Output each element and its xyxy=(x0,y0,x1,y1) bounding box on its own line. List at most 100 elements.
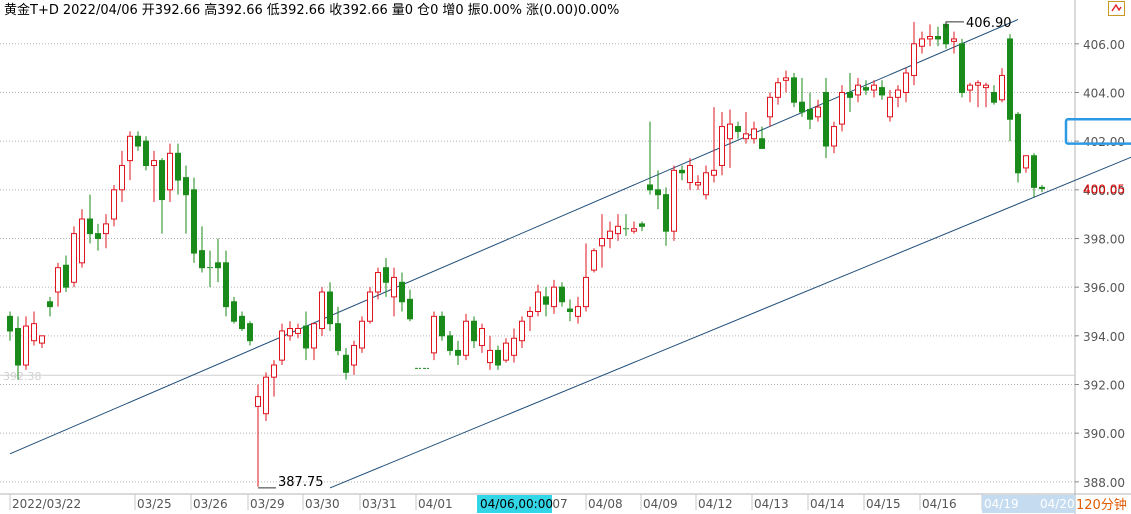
candle-body xyxy=(543,296,549,305)
candle xyxy=(399,272,405,312)
candle-body xyxy=(471,320,477,342)
candle-body xyxy=(287,328,293,337)
candle-body xyxy=(583,276,589,308)
candle-body xyxy=(23,325,29,366)
candle xyxy=(175,143,181,195)
candle xyxy=(671,165,677,241)
candle-body xyxy=(199,250,205,269)
candle-body xyxy=(1007,38,1013,120)
candle-body xyxy=(927,36,933,40)
candle-body xyxy=(383,267,389,283)
price-axis: 388.00 390.00 392.00 394.00 396.00 398.00 400.… xyxy=(3,38,1125,490)
candle-body xyxy=(223,262,229,308)
candle-body xyxy=(119,164,125,191)
candle xyxy=(79,209,85,268)
candle-body xyxy=(951,38,957,42)
settings-icon[interactable] xyxy=(1108,1,1125,16)
candle-body xyxy=(103,223,109,235)
candle-body xyxy=(167,152,173,191)
candle xyxy=(823,77,829,159)
candle-body xyxy=(679,169,685,174)
candle xyxy=(863,80,869,95)
candle xyxy=(495,345,501,370)
candle-body xyxy=(351,345,357,366)
candle xyxy=(1039,184,1045,193)
candle xyxy=(87,194,93,244)
candle-body xyxy=(567,308,573,312)
candle-body xyxy=(935,36,941,40)
candle-body xyxy=(783,77,789,81)
candle xyxy=(967,82,973,103)
candle-body xyxy=(479,328,485,347)
candle-body xyxy=(407,298,413,320)
candle xyxy=(695,175,701,190)
candle-body xyxy=(79,218,85,264)
candle-body xyxy=(871,84,877,91)
candle-body xyxy=(135,135,141,147)
candle xyxy=(1015,111,1021,183)
candle-body xyxy=(599,237,605,247)
candle xyxy=(759,126,765,149)
candle-body xyxy=(335,323,341,351)
time-tick-label: 03/31 xyxy=(362,497,397,511)
candle xyxy=(63,255,69,293)
candle-body xyxy=(959,43,965,93)
crosshair-date-label: 04/06,00:00 xyxy=(480,497,553,511)
candle-body xyxy=(647,184,653,191)
candle xyxy=(503,338,509,363)
time-tick-label-highlighted: 04/20 xyxy=(1040,497,1075,511)
candle xyxy=(935,26,941,47)
candle xyxy=(199,226,205,273)
candle xyxy=(887,90,893,122)
price-tick-label: 402.00 xyxy=(1083,135,1125,149)
time-tick-label: 04/14 xyxy=(810,497,845,511)
candle-body xyxy=(815,106,821,118)
candle xyxy=(439,311,445,341)
candle xyxy=(1031,153,1037,198)
quote-date: 2022/04/06 xyxy=(62,3,138,18)
candle-body xyxy=(735,126,741,132)
candle xyxy=(951,31,957,54)
candle xyxy=(1007,34,1013,142)
candle xyxy=(583,243,589,312)
candle xyxy=(543,287,549,317)
candle xyxy=(927,24,933,47)
candle xyxy=(959,38,965,98)
time-range-highlight xyxy=(982,495,1075,513)
candle-body xyxy=(879,87,885,96)
candle-body xyxy=(551,286,557,308)
candle-body xyxy=(399,281,405,303)
candle-body xyxy=(47,301,53,308)
candle-body xyxy=(1023,155,1029,169)
price-tick-label: 390.00 xyxy=(1083,427,1125,441)
candle xyxy=(431,311,437,361)
candle-body xyxy=(359,320,365,349)
candle xyxy=(599,214,605,268)
candle-body xyxy=(575,306,581,317)
candle-body xyxy=(719,126,725,166)
time-tick-label: 04/13 xyxy=(754,497,789,511)
candle-body xyxy=(895,89,901,98)
candle-body xyxy=(839,91,845,125)
candle-body xyxy=(39,335,45,344)
symbol-name: 黄金T+D xyxy=(4,3,59,18)
candle xyxy=(807,92,813,129)
time-tick-label: 04/16 xyxy=(922,497,957,511)
candle xyxy=(975,80,981,108)
candle-body xyxy=(607,230,613,239)
high-price: 高392.66 xyxy=(204,3,263,18)
candle xyxy=(367,287,373,324)
candle xyxy=(47,296,53,317)
candle-body xyxy=(255,396,261,407)
volume: 量0 xyxy=(391,3,414,18)
time-tick-label: 03/26 xyxy=(193,497,228,511)
candle xyxy=(527,306,533,331)
candle-body xyxy=(439,315,445,337)
candle-body xyxy=(527,310,533,317)
candle xyxy=(311,323,317,361)
candle xyxy=(711,107,717,183)
candle xyxy=(119,150,125,202)
candle xyxy=(663,187,669,246)
candle-body xyxy=(239,315,245,330)
